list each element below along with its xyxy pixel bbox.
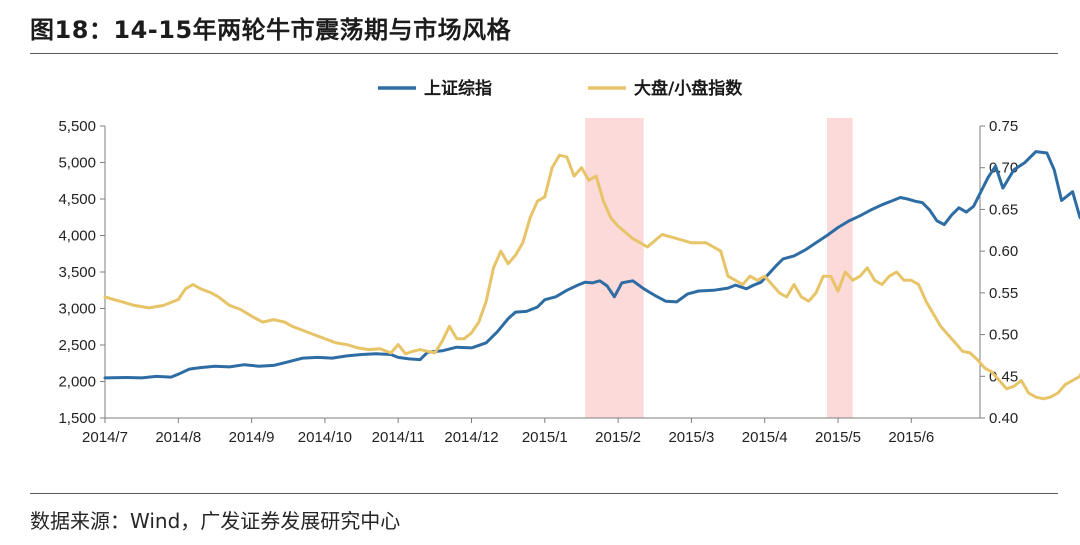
legend-label-1: 上证综指 (424, 78, 492, 99)
y-left-tick-label: 5,000 (58, 155, 96, 172)
y-right-tick-label: 0.75 (989, 118, 1018, 135)
y-left-tick-label: 5,500 (58, 118, 96, 135)
x-tick-label: 2015/2 (595, 429, 641, 446)
shaded-periods (585, 118, 853, 418)
x-tick-label: 2015/3 (668, 429, 714, 446)
y-left-tick-label: 4,500 (58, 191, 96, 208)
y-right-tick-label: 0.40 (989, 410, 1018, 427)
title-divider (30, 53, 1058, 54)
shaded-period-2 (827, 118, 853, 418)
source-divider (30, 493, 1058, 494)
axes: 1,500 2,000 2,500 3,000 3,500 4,000 4,500 5,000… (58, 118, 1018, 446)
source-note: 数据来源：Wind，广发证券发展研究中心 (30, 509, 401, 533)
y-left-tick-label: 4,000 (58, 228, 96, 245)
x-tick-label: 2014/10 (298, 429, 352, 446)
y-right-tick-label: 0.55 (989, 285, 1018, 302)
y-right-tick-label: 0.50 (989, 327, 1018, 344)
series-line-1 (103, 150, 1080, 380)
y-right-tick-label: 0.65 (989, 201, 1018, 218)
x-tick-label: 2015/4 (742, 429, 788, 446)
chart-title: 图18：14-15年两轮牛市震荡期与市场风格 (30, 16, 512, 44)
x-tick-label: 2015/5 (815, 429, 861, 446)
y-left-tick-label: 3,000 (58, 301, 96, 318)
x-tick-label: 2015/6 (888, 429, 934, 446)
series-lines (103, 150, 1080, 401)
shaded-period-1 (585, 118, 644, 418)
y-right-tick-label: 0.60 (989, 243, 1018, 260)
x-tick-label: 2014/9 (229, 429, 275, 446)
y-left-tick-label: 2,500 (58, 337, 96, 354)
x-tick-label: 2014/7 (82, 429, 128, 446)
x-tick-label: 2014/8 (155, 429, 201, 446)
y-left-tick-label: 1,500 (58, 410, 96, 427)
legend: 上证综指 大盘/小盘指数 (378, 78, 743, 99)
y-left-tick-label: 3,500 (58, 264, 96, 281)
x-tick-label: 2015/1 (522, 429, 568, 446)
y-right-tick-label: 0.45 (989, 368, 1018, 385)
legend-label-2: 大盘/小盘指数 (634, 78, 743, 99)
y-left-tick-label: 2,000 (58, 374, 96, 391)
x-tick-label: 2014/12 (444, 429, 498, 446)
series-line-2 (103, 153, 1080, 401)
x-tick-label: 2014/11 (372, 429, 425, 446)
